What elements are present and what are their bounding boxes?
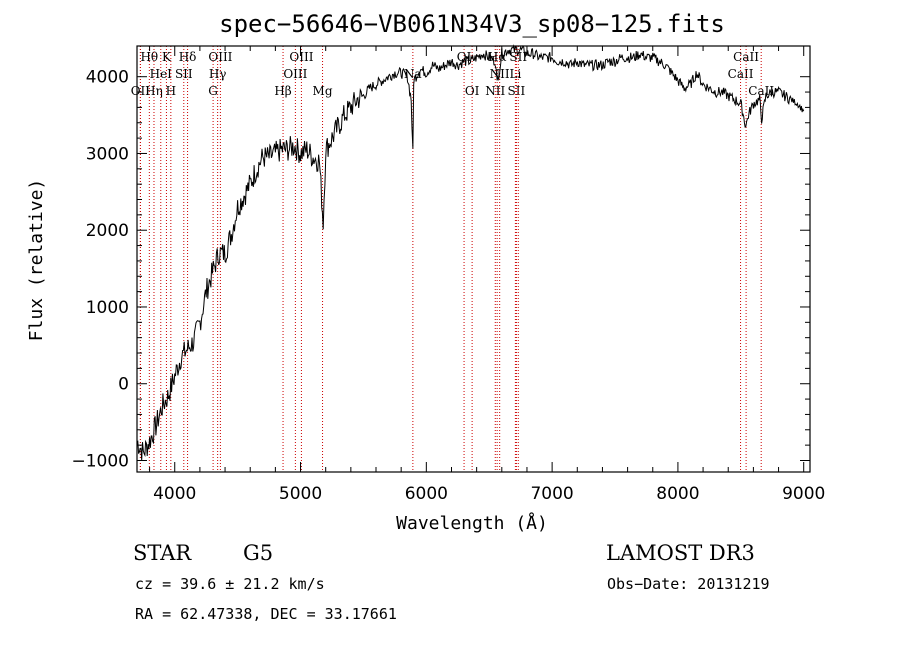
line-marker-label: SII	[509, 50, 527, 64]
x-axis-label: Wavelength (Å)	[396, 512, 548, 534]
y-tick-label: 4000	[86, 68, 129, 88]
x-tick-label: 7000	[530, 484, 573, 504]
line-marker-label: SII	[175, 67, 193, 81]
line-marker-label: CaII	[748, 84, 774, 98]
line-marker-label: Hη	[145, 84, 163, 98]
x-tick-label: 9000	[782, 484, 825, 504]
plot-frame	[136, 45, 811, 473]
line-marker-label: K	[162, 50, 172, 64]
line-marker-label: OI	[457, 50, 472, 64]
obs-date: Obs−Date: 20131219	[607, 575, 770, 593]
line-marker-label: Hδ	[179, 50, 197, 64]
x-tick-label: 6000	[405, 484, 448, 504]
x-tick-label: 8000	[656, 484, 699, 504]
y-axis-label: Flux (relative)	[26, 179, 47, 342]
line-marker-label: OI	[465, 84, 480, 98]
line-marker-label: G	[208, 84, 218, 98]
line-marker-label: OIII	[289, 50, 313, 64]
survey-label: LAMOST DR3	[606, 541, 755, 565]
emission-line-markers: OIIHθHηHeIKHSIIHδGHγOIIIHβOIIIOIIIMgNaOI…	[131, 46, 774, 472]
coordinates: RA = 62.47338, DEC = 33.17661	[135, 605, 397, 623]
line-marker-label: Hβ	[274, 84, 291, 98]
line-marker-label: Mg	[313, 84, 333, 98]
x-tick-label: 5000	[279, 484, 322, 504]
line-marker-label: Hγ	[209, 67, 227, 81]
redshift-value: cz = 39.6 ± 21.2 km/s	[135, 575, 325, 593]
y-tick-label: 3000	[86, 144, 129, 164]
x-axis-ticks: 4000 5000 6000 7000 8000 9000	[149, 46, 825, 504]
line-marker-label: H	[166, 84, 176, 98]
y-axis-ticks: −1000 0 1000 2000 3000 4000	[71, 68, 810, 471]
plot-axes	[136, 45, 811, 473]
spectrum-series	[136, 44, 805, 461]
x-tick-label: 4000	[153, 484, 196, 504]
line-marker-label: Li	[509, 67, 521, 81]
line-marker-label: HeI	[150, 67, 173, 81]
spectrum-line	[136, 44, 805, 461]
line-marker-label: OIII	[283, 67, 307, 81]
line-marker-label: OIII	[208, 50, 232, 64]
line-marker-label: SII	[508, 84, 526, 98]
line-marker-label: CaII	[733, 50, 759, 64]
y-tick-label: 1000	[86, 298, 129, 318]
line-marker-label: NII	[485, 84, 505, 98]
y-tick-label: −1000	[71, 451, 129, 471]
object-class: STAR	[133, 541, 192, 565]
y-tick-label: 2000	[86, 221, 129, 241]
chart-title: spec−56646−VB061N34V3_sp08−125.fits	[219, 10, 725, 38]
line-marker-label: CaII	[728, 67, 754, 81]
line-marker-label: Hθ	[140, 50, 158, 64]
y-tick-label: 0	[118, 375, 129, 395]
subclass: G5	[243, 541, 273, 565]
